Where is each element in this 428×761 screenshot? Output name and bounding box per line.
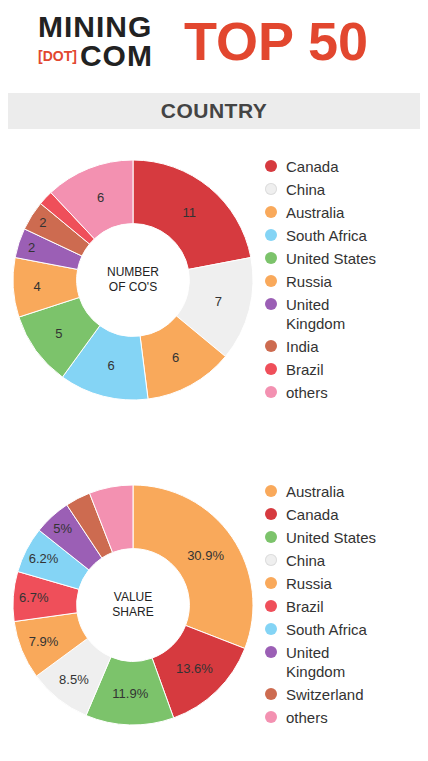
svg-text:7: 7 — [215, 294, 222, 309]
svg-text:8.5%: 8.5% — [59, 672, 89, 687]
html-text:South Africa: South Africa — [286, 227, 367, 244]
html-text:Australia: Australia — [286, 483, 345, 500]
svg-text:7.9%: 7.9% — [29, 634, 59, 649]
html-text:MINING: MINING — [38, 10, 153, 43]
html-text:Brazil: Brazil — [286, 361, 324, 378]
svg-text:11: 11 — [182, 205, 196, 220]
svg-text:2: 2 — [39, 215, 46, 230]
svg-text:2: 2 — [28, 240, 35, 255]
html-text:United Kingdom: United Kingdom — [286, 644, 346, 680]
html-text:India: India — [286, 338, 319, 355]
svg-text:6.7%: 6.7% — [19, 590, 49, 605]
svg-text:13.6%: 13.6% — [176, 661, 213, 676]
html-text:Canada: Canada — [286, 506, 339, 523]
svg-text:6: 6 — [97, 190, 104, 205]
svg-text:4: 4 — [33, 279, 40, 294]
html-text:others: others — [286, 709, 328, 726]
svg-text:5%: 5% — [53, 521, 72, 536]
html-text:[DOT]COM: [DOT]COM — [38, 38, 153, 72]
html-text:TOP 50: TOP 50 — [184, 11, 369, 71]
svg-text:5: 5 — [55, 326, 62, 341]
html-text:Canada: Canada — [286, 158, 339, 175]
html-text:China: China — [286, 181, 326, 198]
html-text:United States: United States — [286, 250, 377, 267]
html-text:NUMBER OF CO'S: NUMBER OF CO'S — [107, 265, 159, 294]
html-text:Switzerland: Switzerland — [286, 686, 364, 703]
html-text:United Kingdom: United Kingdom — [286, 296, 346, 332]
html-text:Brazil: Brazil — [286, 598, 324, 615]
svg-text:30.9%: 30.9% — [187, 548, 224, 563]
svg-text:6: 6 — [107, 358, 114, 373]
html-text:Russia: Russia — [286, 575, 332, 592]
html-text:COUNTRY: COUNTRY — [160, 99, 268, 122]
html-text:others: others — [286, 384, 328, 401]
svg-text:6.2%: 6.2% — [29, 551, 59, 566]
html-text:South Africa: South Africa — [286, 621, 367, 638]
svg-text:6: 6 — [172, 350, 179, 365]
html-text:VALUE SHARE: VALUE SHARE — [112, 590, 154, 619]
html-text:Russia: Russia — [286, 273, 332, 290]
html-text:Australia: Australia — [286, 204, 345, 221]
html-text:United States: United States — [286, 529, 377, 546]
svg-text:11.9%: 11.9% — [112, 686, 148, 701]
html-text:China: China — [286, 552, 326, 569]
